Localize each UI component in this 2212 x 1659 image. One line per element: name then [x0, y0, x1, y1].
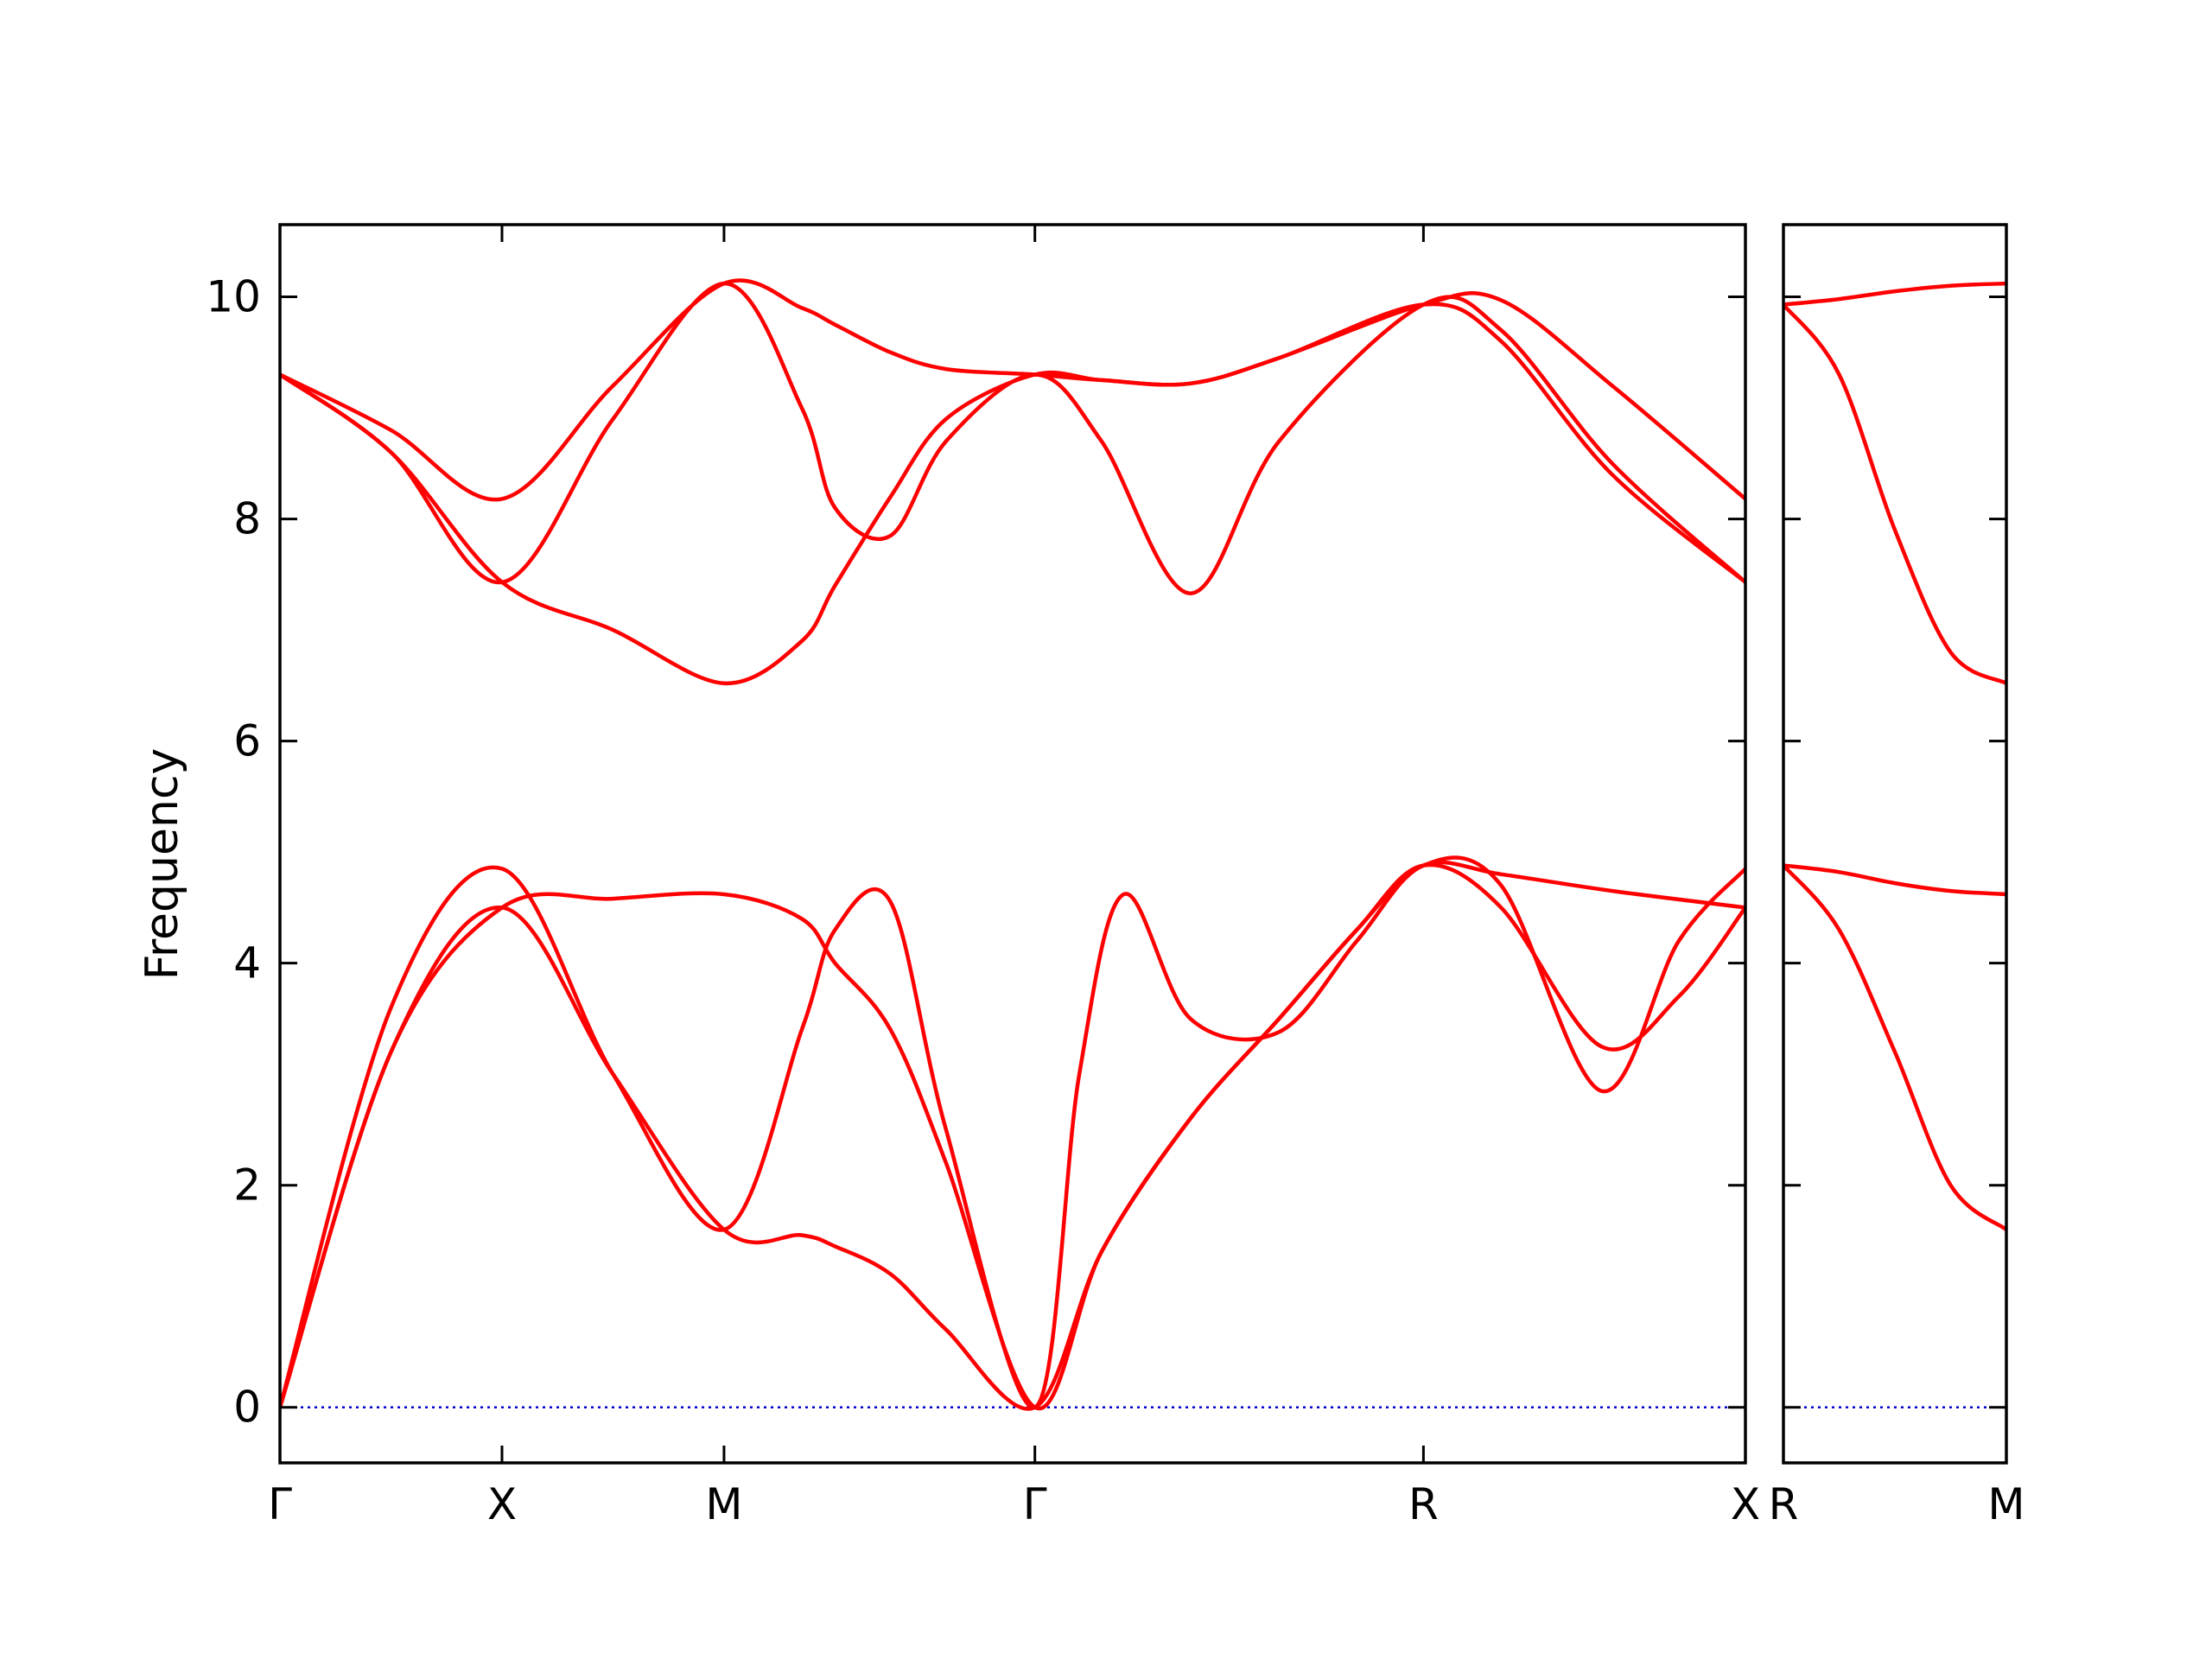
band-line-2 [280, 281, 1745, 595]
x-tick-label: R [1769, 1479, 1799, 1529]
y-tick-label: 6 [233, 716, 261, 766]
band-lines [1783, 281, 2006, 1232]
x-tick-label: M [1987, 1479, 2024, 1529]
y-tick-label: 2 [233, 1160, 261, 1211]
plot-frame [278, 223, 1747, 1465]
x-tick-label: Γ [1023, 1479, 1047, 1529]
band-line-1 [280, 278, 1745, 502]
y-axis-label: Frequency [137, 748, 188, 981]
band-line-4 [1783, 863, 2006, 1232]
x-tick-label: Γ [268, 1479, 292, 1529]
band-line-6 [280, 860, 1745, 1411]
plot-frame [1782, 223, 2008, 1465]
y-tick-label: 0 [233, 1382, 261, 1433]
y-tick-label: 8 [233, 494, 261, 544]
x-tick-label: X [487, 1479, 517, 1529]
band-panel-1: 0 2 4 6 8 10 Γ X M Γ R X [206, 223, 1760, 1529]
band-line-1 [1783, 281, 2006, 307]
band-line-5 [280, 862, 1745, 1411]
band-lines [280, 278, 1745, 1411]
y-tick-label: 10 [206, 272, 261, 322]
x-tick-label: M [705, 1479, 742, 1529]
band-line-3 [1783, 863, 2006, 897]
x-tick-label: X [1731, 1479, 1760, 1529]
x-tick-label: R [1408, 1479, 1439, 1529]
y-tick-label: 4 [233, 938, 261, 988]
band-line-3 [280, 302, 1745, 686]
band-line-2 [1783, 302, 2006, 686]
band-line-4 [280, 855, 1745, 1409]
